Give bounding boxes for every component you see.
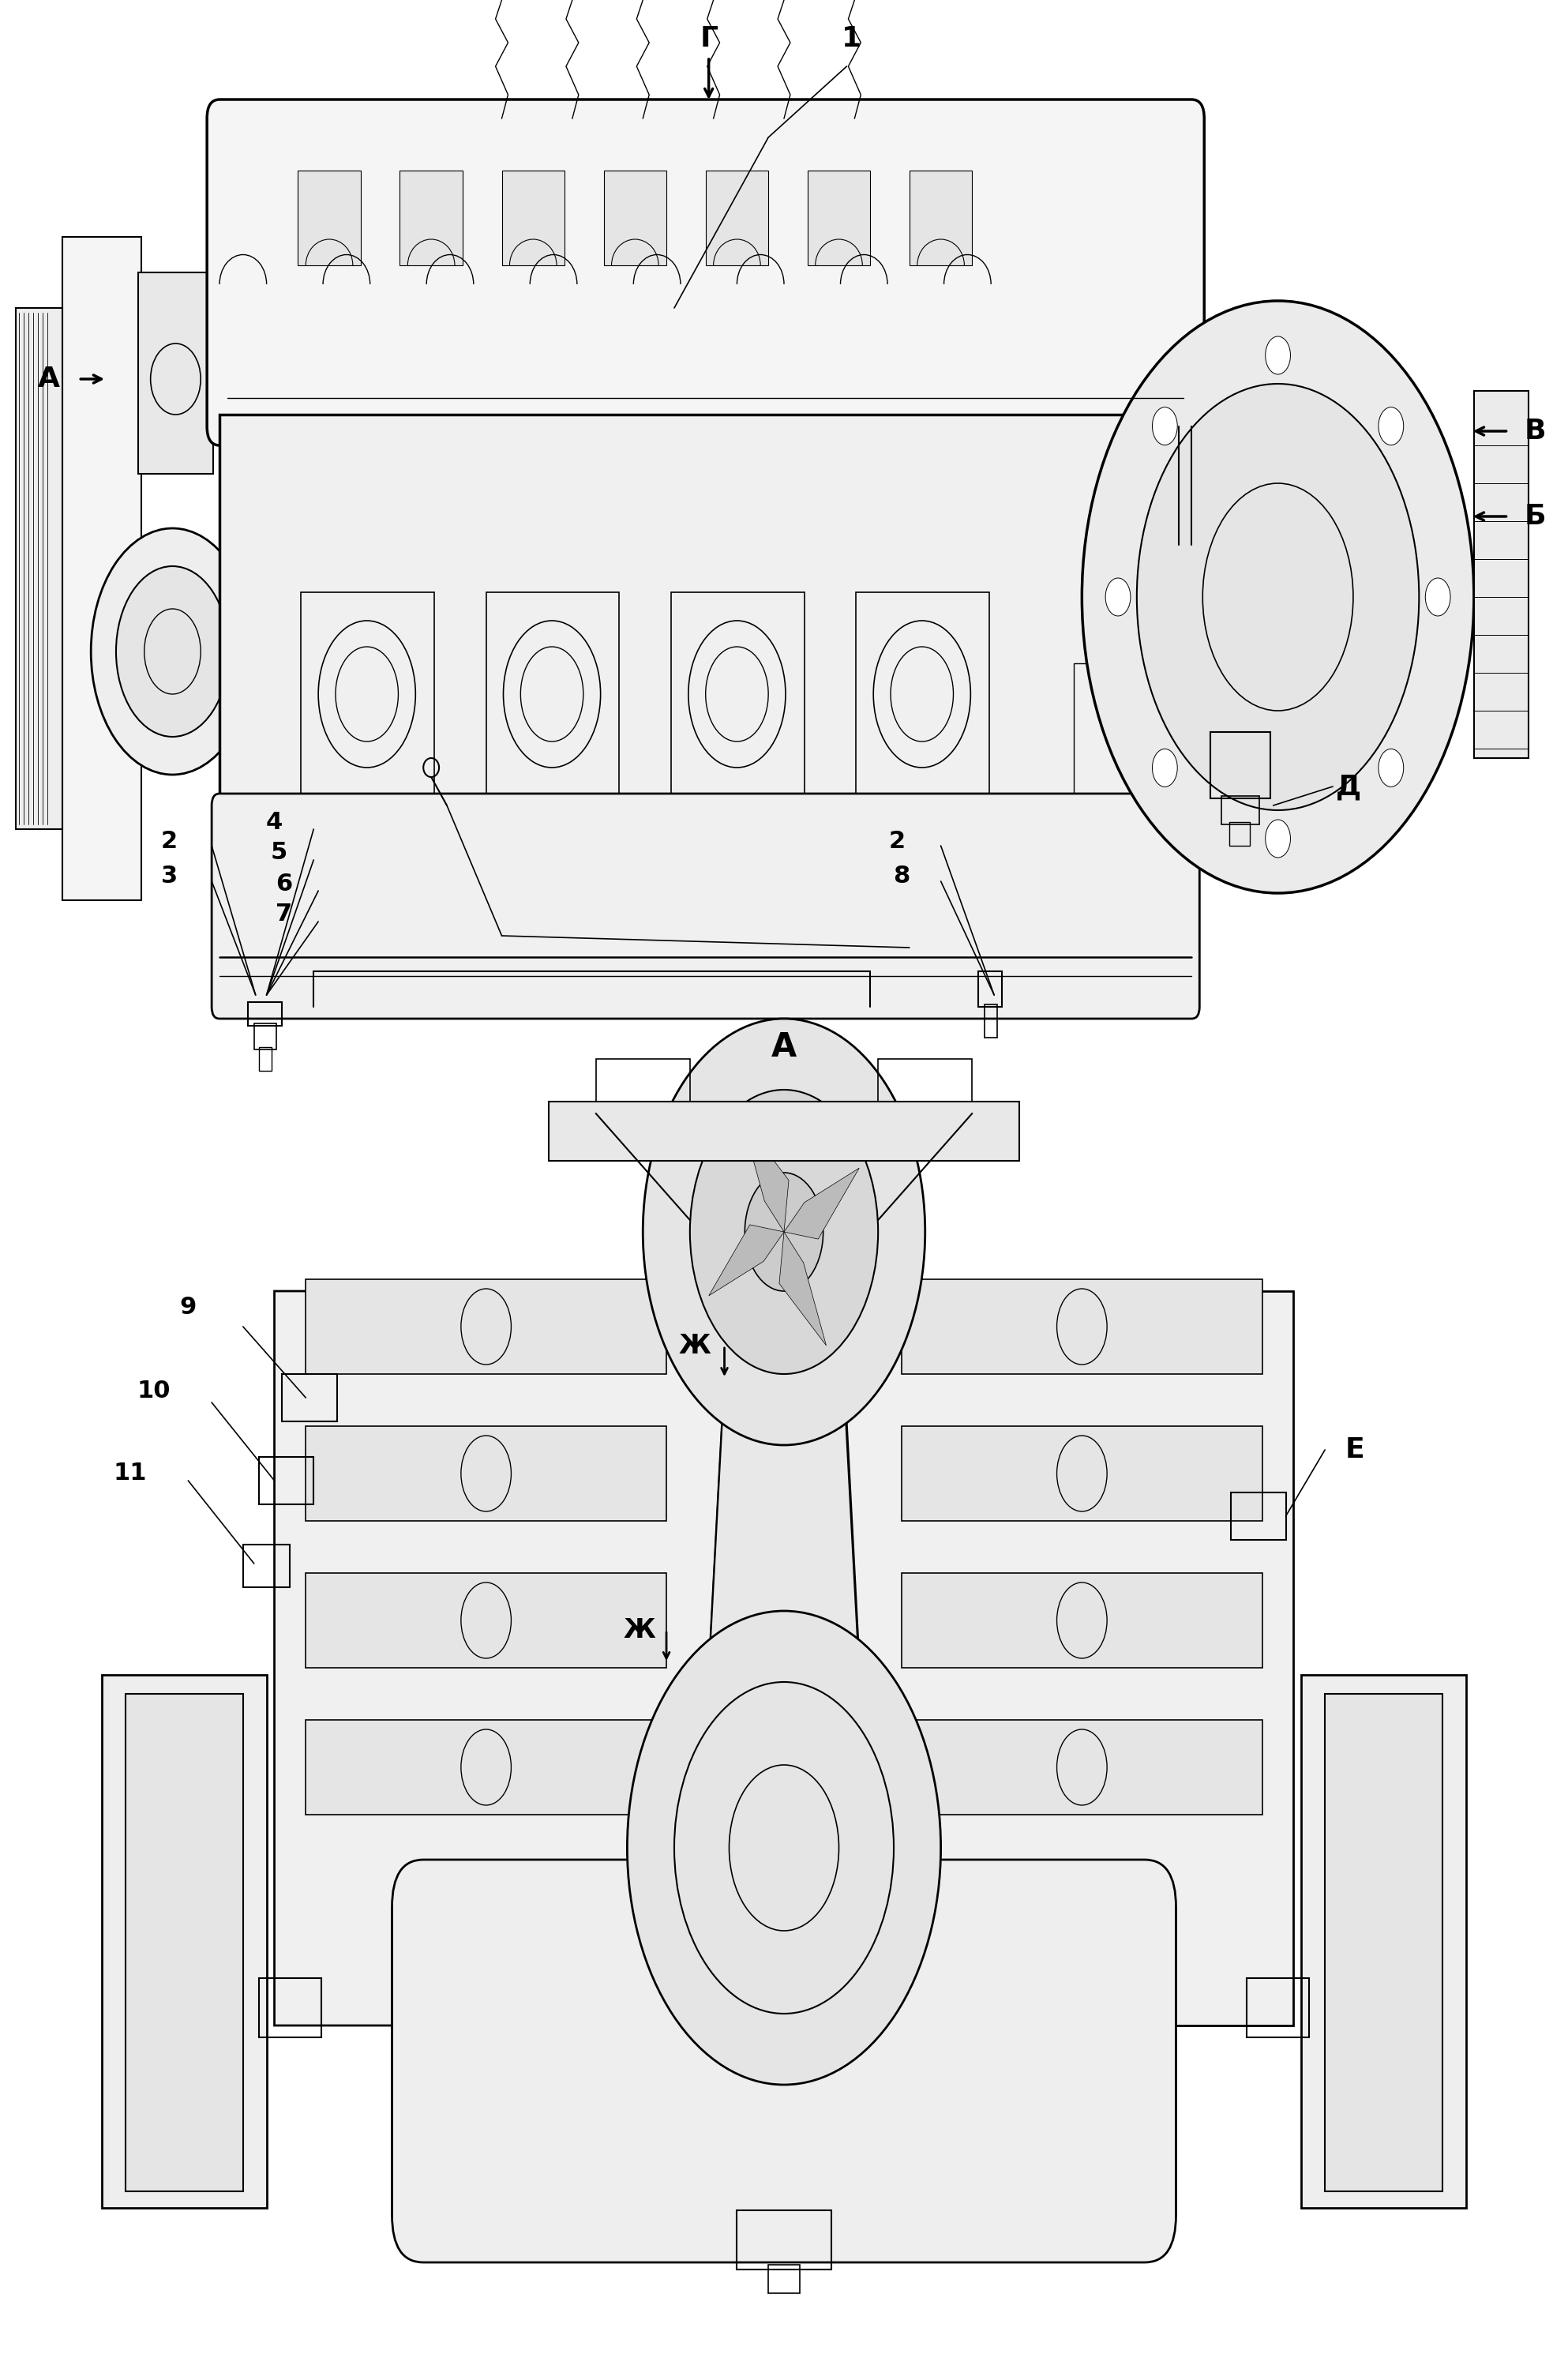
Polygon shape bbox=[784, 1168, 859, 1239]
Bar bbox=[502, 171, 564, 265]
Bar bbox=[978, 971, 1002, 1007]
Bar bbox=[737, 2210, 831, 2270]
Bar bbox=[808, 171, 870, 265]
Bar bbox=[549, 1102, 1019, 1161]
Bar bbox=[902, 1426, 1262, 1521]
Text: 11: 11 bbox=[113, 1462, 147, 1485]
Bar bbox=[254, 1023, 276, 1049]
Circle shape bbox=[1265, 336, 1290, 374]
FancyBboxPatch shape bbox=[207, 99, 1204, 445]
Bar bbox=[1145, 545, 1247, 651]
Text: В: В bbox=[1524, 417, 1546, 445]
Bar bbox=[306, 1426, 666, 1521]
Text: Г: Г bbox=[699, 26, 718, 52]
Circle shape bbox=[1378, 749, 1403, 787]
Bar bbox=[902, 1573, 1262, 1668]
Bar bbox=[856, 592, 989, 794]
Circle shape bbox=[116, 566, 229, 737]
Polygon shape bbox=[690, 1291, 878, 2025]
Bar bbox=[878, 1059, 972, 1102]
Text: 10: 10 bbox=[136, 1379, 171, 1402]
Bar bbox=[1221, 796, 1259, 824]
Bar bbox=[243, 1545, 290, 1587]
Bar bbox=[102, 1675, 267, 2208]
FancyBboxPatch shape bbox=[212, 794, 1200, 1019]
Text: А: А bbox=[38, 365, 60, 393]
Bar bbox=[985, 1004, 997, 1038]
Text: Е: Е bbox=[1345, 1436, 1364, 1464]
Polygon shape bbox=[779, 1232, 826, 1346]
Circle shape bbox=[1152, 749, 1178, 787]
Circle shape bbox=[1137, 384, 1419, 810]
Bar bbox=[1325, 1694, 1443, 2191]
Circle shape bbox=[1152, 407, 1178, 445]
Circle shape bbox=[643, 1019, 925, 1445]
Bar bbox=[486, 592, 619, 794]
Polygon shape bbox=[839, 1291, 1294, 2025]
Circle shape bbox=[1425, 578, 1450, 616]
Text: 7: 7 bbox=[276, 903, 292, 926]
Text: 2: 2 bbox=[162, 829, 177, 853]
Bar bbox=[259, 1978, 321, 2037]
Bar bbox=[671, 592, 804, 794]
Text: 6: 6 bbox=[276, 872, 292, 895]
Circle shape bbox=[1082, 301, 1474, 893]
Bar bbox=[306, 1720, 666, 1815]
Bar bbox=[706, 171, 768, 265]
Text: 4: 4 bbox=[267, 810, 282, 834]
Text: Д: Д bbox=[1336, 772, 1361, 801]
Circle shape bbox=[1105, 578, 1131, 616]
Circle shape bbox=[690, 1090, 878, 1374]
Bar bbox=[138, 272, 213, 474]
Bar bbox=[400, 171, 463, 265]
Text: 2: 2 bbox=[889, 829, 905, 853]
Text: Ж: Ж bbox=[679, 1331, 710, 1360]
Bar bbox=[596, 1059, 690, 1102]
Bar bbox=[306, 1573, 666, 1668]
Bar bbox=[16, 308, 63, 829]
Bar bbox=[125, 1694, 243, 2191]
Bar bbox=[768, 2265, 800, 2293]
Bar bbox=[902, 1720, 1262, 1815]
FancyBboxPatch shape bbox=[392, 1860, 1176, 2262]
Circle shape bbox=[1378, 407, 1403, 445]
Bar bbox=[909, 171, 972, 265]
Bar bbox=[1210, 732, 1270, 798]
Polygon shape bbox=[274, 1291, 729, 2025]
Circle shape bbox=[627, 1611, 941, 2085]
Bar bbox=[1229, 822, 1250, 846]
Bar bbox=[259, 1457, 314, 1504]
Bar bbox=[1247, 1978, 1309, 2037]
Bar bbox=[902, 1279, 1262, 1374]
Bar bbox=[1231, 1492, 1286, 1540]
Bar bbox=[248, 1002, 282, 1026]
Polygon shape bbox=[742, 1118, 789, 1232]
Text: А: А bbox=[771, 1031, 797, 1064]
Text: Б: Б bbox=[1524, 502, 1546, 531]
Text: 3: 3 bbox=[162, 865, 177, 888]
Text: 1: 1 bbox=[842, 26, 861, 52]
Bar bbox=[1474, 391, 1529, 758]
Text: Ж: Ж bbox=[624, 1616, 655, 1644]
Bar bbox=[1301, 1675, 1466, 2208]
Bar bbox=[1074, 663, 1187, 805]
Text: 5: 5 bbox=[271, 841, 287, 865]
Bar bbox=[220, 415, 1192, 805]
Bar bbox=[259, 1047, 271, 1071]
Bar bbox=[63, 237, 141, 900]
Circle shape bbox=[745, 1173, 823, 1291]
Polygon shape bbox=[709, 1225, 784, 1296]
Bar bbox=[282, 1374, 337, 1421]
Bar bbox=[138, 569, 166, 730]
Text: 8: 8 bbox=[894, 865, 909, 888]
Circle shape bbox=[91, 528, 254, 775]
Bar bbox=[306, 1279, 666, 1374]
Text: 9: 9 bbox=[180, 1296, 196, 1320]
Bar bbox=[301, 592, 434, 794]
Bar bbox=[298, 171, 361, 265]
Circle shape bbox=[1265, 820, 1290, 858]
Bar bbox=[604, 171, 666, 265]
